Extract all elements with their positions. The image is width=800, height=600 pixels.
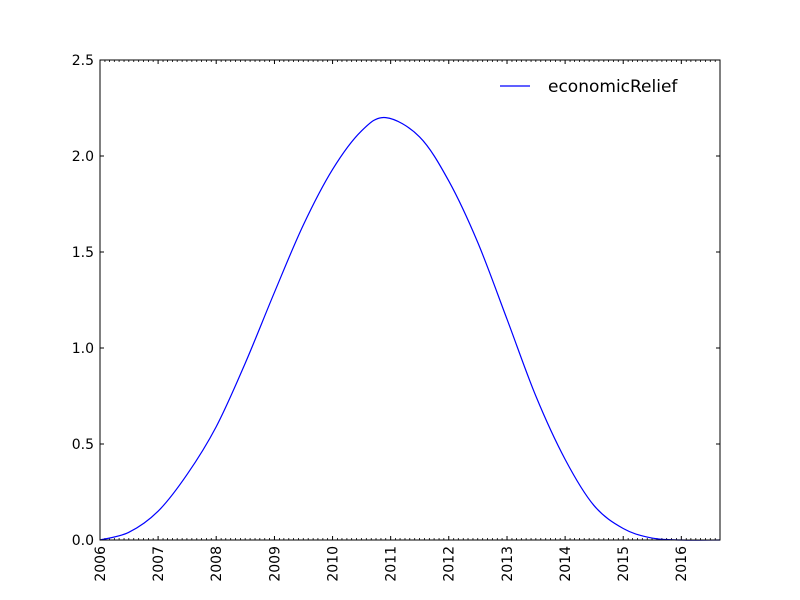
x-tick-label: 2013 bbox=[500, 546, 516, 582]
x-tick-label: 2015 bbox=[616, 546, 632, 582]
series-layer bbox=[99, 116, 721, 541]
plot-frame bbox=[99, 59, 721, 541]
y-tick-label: 0.5 bbox=[72, 437, 94, 453]
y-tick-label: 2.5 bbox=[72, 53, 94, 69]
x-tick-label: 2010 bbox=[325, 546, 341, 582]
x-tick-label: 2014 bbox=[558, 546, 574, 582]
series-line-economicRelief bbox=[99, 116, 721, 541]
x-tick-label: 2006 bbox=[93, 546, 109, 582]
legend-label: economicRelief bbox=[548, 77, 678, 97]
y-tick-label: 1.0 bbox=[72, 341, 94, 357]
y-tick-label: 0.0 bbox=[72, 533, 94, 549]
x-tick-label: 2008 bbox=[209, 546, 225, 582]
x-tick-label: 2011 bbox=[384, 546, 400, 582]
x-tick-label: 2009 bbox=[267, 546, 283, 582]
legend: economicRelief bbox=[500, 77, 678, 97]
x-tick-label: 2007 bbox=[151, 546, 167, 582]
x-tick-label: 2016 bbox=[674, 546, 690, 582]
x-axis-tick-labels: 2006 2007 2008 2009 2010 2011 2012 2013 2014 2015… bbox=[93, 546, 690, 582]
x-tick-label: 2012 bbox=[442, 546, 458, 582]
y-tick-label: 1.5 bbox=[72, 245, 94, 261]
y-tick-label: 2.0 bbox=[72, 149, 94, 165]
y-axis-tick-labels: 0.0 0.5 1.0 1.5 2.0 2.5 bbox=[72, 53, 94, 549]
